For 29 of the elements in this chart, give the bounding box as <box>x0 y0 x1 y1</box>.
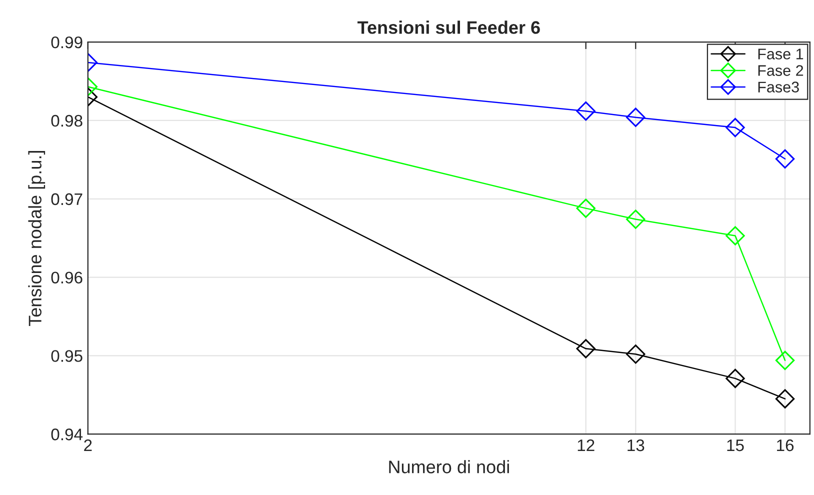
x-tick-label: 16 <box>777 439 794 452</box>
y-tick-label: 0.96 <box>51 272 82 284</box>
point <box>726 118 745 138</box>
y-tick-label: 0.99 <box>51 36 82 48</box>
point <box>626 108 646 127</box>
y-tick-label: 0.98 <box>51 114 82 127</box>
point <box>775 389 795 408</box>
y-tick-label: 0.97 <box>51 193 82 206</box>
y-axis-title: Tensione nodale [p.u.] <box>28 151 46 326</box>
point <box>626 210 646 229</box>
point <box>576 339 596 358</box>
y-tick-label: 0.94 <box>51 428 83 440</box>
x-tick-label: 13 <box>628 439 644 452</box>
x-axis-title: Numero di nodi <box>389 460 509 474</box>
legend-label: Fase 1 <box>758 48 804 60</box>
point <box>576 198 596 218</box>
x-tick-label: 15 <box>727 440 744 452</box>
y-tick-label: 0.95 <box>51 350 82 362</box>
point <box>726 368 745 388</box>
point <box>775 149 795 169</box>
point <box>626 344 646 364</box>
point <box>576 101 596 121</box>
legend-label: Fase 2 <box>758 65 804 76</box>
point <box>775 350 795 370</box>
x-tick-label: 12 <box>578 439 594 452</box>
chart-title: Tensioni sul Feeder 6 <box>357 20 540 34</box>
legend-label: Fase3 <box>758 82 799 92</box>
point <box>726 226 745 246</box>
x-tick-label: 2 <box>84 439 92 452</box>
